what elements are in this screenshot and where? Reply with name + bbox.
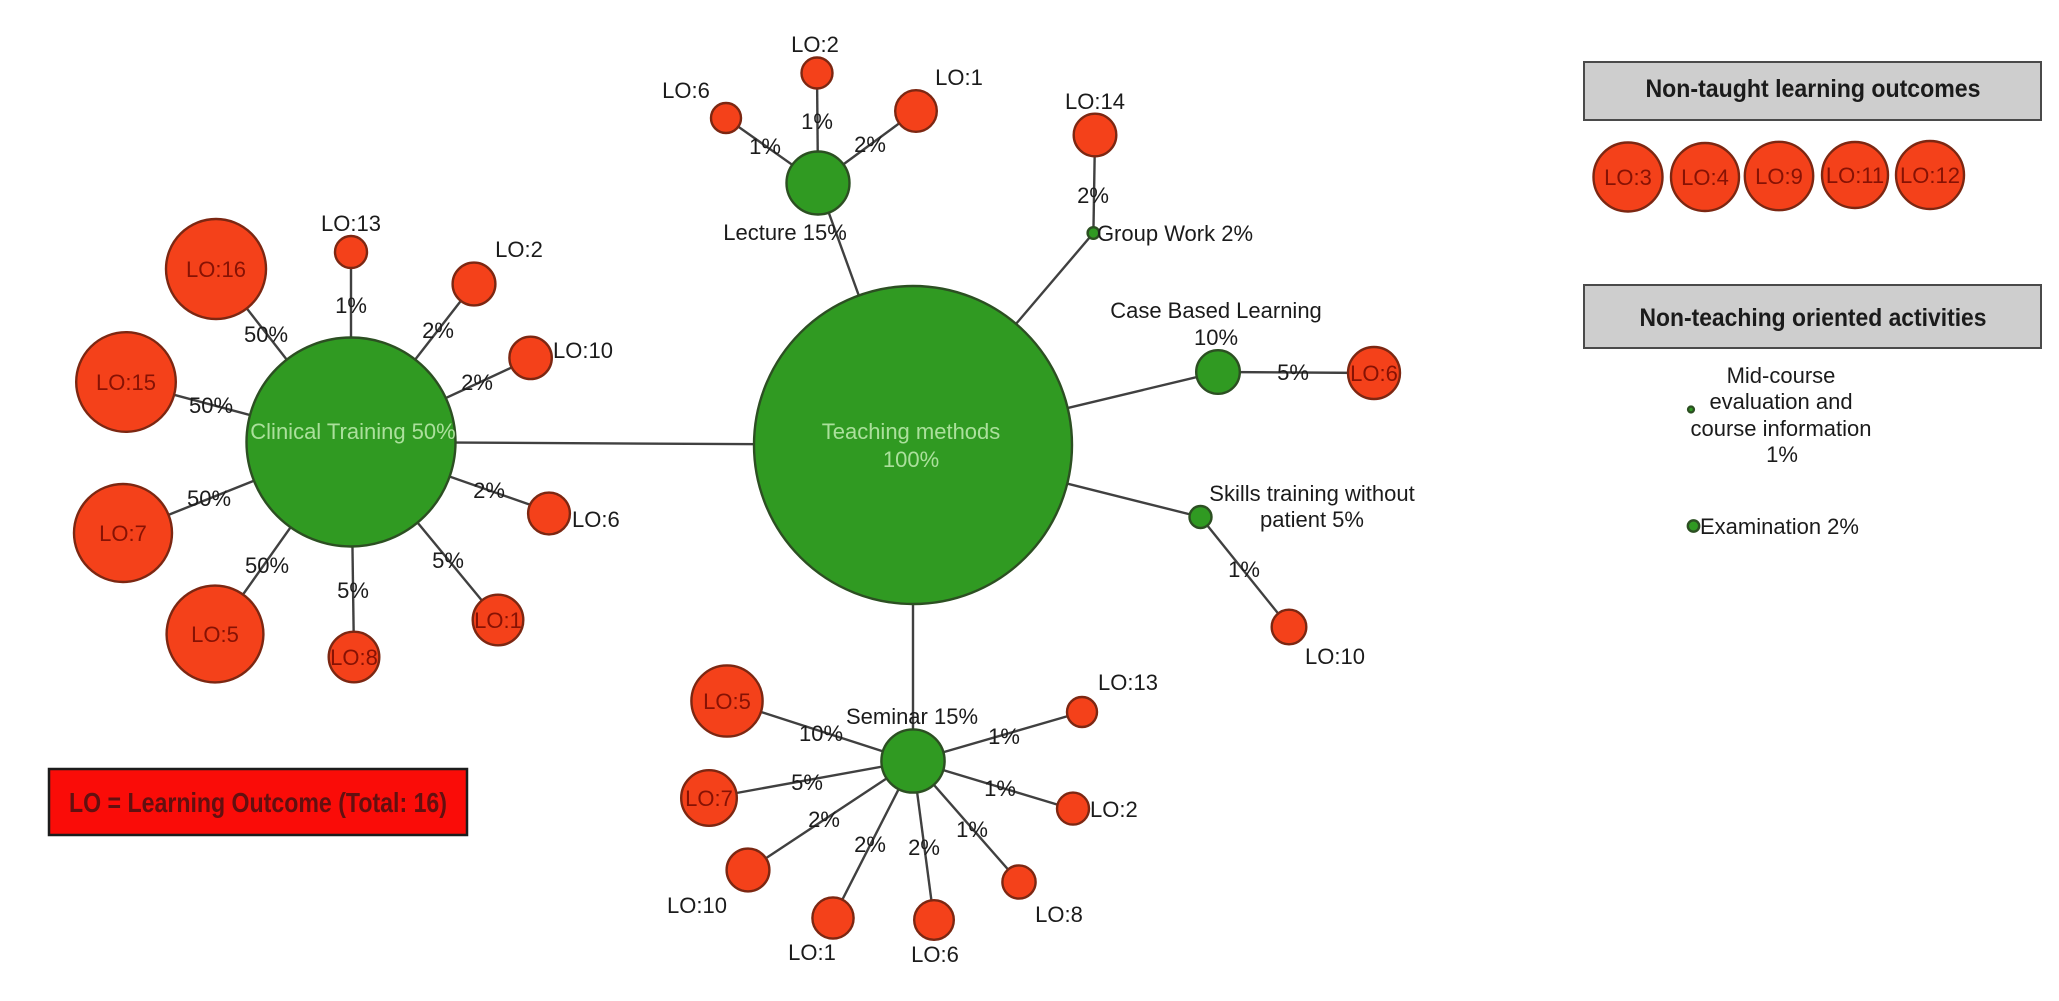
svg-text:5%: 5%	[432, 548, 464, 573]
svg-text:2%: 2%	[854, 832, 886, 857]
svg-text:patient 5%: patient 5%	[1260, 507, 1364, 532]
svg-text:LO:1: LO:1	[935, 65, 983, 90]
svg-text:Mid-course: Mid-course	[1727, 363, 1836, 388]
svg-text:LO = Learning Outcome (Total:: LO = Learning Outcome (Total: 16)	[69, 787, 447, 818]
svg-text:LO:2: LO:2	[791, 32, 839, 57]
svg-text:1%: 1%	[801, 109, 833, 134]
svg-text:LO:9: LO:9	[1755, 164, 1803, 189]
svg-text:5%: 5%	[791, 770, 823, 795]
svg-text:2%: 2%	[473, 478, 505, 503]
svg-text:LO:13: LO:13	[1098, 670, 1158, 695]
svg-text:LO:8: LO:8	[330, 645, 378, 670]
svg-text:LO:5: LO:5	[191, 622, 239, 647]
svg-text:50%: 50%	[187, 486, 231, 511]
svg-text:10%: 10%	[1194, 325, 1238, 350]
svg-text:1%: 1%	[335, 293, 367, 318]
svg-text:LO:14: LO:14	[1065, 89, 1125, 114]
svg-text:LO:5: LO:5	[703, 689, 751, 714]
svg-text:Clinical Training 50%: Clinical Training 50%	[250, 419, 455, 444]
svg-text:Teaching methods: Teaching methods	[822, 419, 1001, 444]
svg-text:LO:15: LO:15	[96, 370, 156, 395]
svg-text:evaluation and: evaluation and	[1709, 389, 1852, 414]
svg-text:2%: 2%	[854, 132, 886, 157]
svg-text:1%: 1%	[749, 134, 781, 159]
svg-text:LO:10: LO:10	[1305, 644, 1365, 669]
svg-text:LO:4: LO:4	[1681, 165, 1729, 190]
svg-text:Case Based Learning: Case Based Learning	[1110, 298, 1322, 323]
svg-text:2%: 2%	[422, 318, 454, 343]
svg-text:LO:6: LO:6	[1350, 361, 1398, 386]
svg-text:50%: 50%	[244, 322, 288, 347]
svg-text:10%: 10%	[799, 721, 843, 746]
svg-text:LO:10: LO:10	[667, 893, 727, 918]
svg-text:LO:12: LO:12	[1900, 163, 1960, 188]
svg-text:LO:6: LO:6	[572, 507, 620, 532]
svg-text:1%: 1%	[1228, 557, 1260, 582]
svg-text:LO:1: LO:1	[788, 940, 836, 965]
svg-text:5%: 5%	[1277, 360, 1309, 385]
svg-text:LO:2: LO:2	[1090, 797, 1138, 822]
svg-text:LO:2: LO:2	[495, 237, 543, 262]
svg-text:Examination 2%: Examination 2%	[1700, 514, 1859, 539]
svg-text:LO:7: LO:7	[685, 786, 733, 811]
svg-text:5%: 5%	[337, 578, 369, 603]
svg-text:Lecture 15%: Lecture 15%	[723, 220, 847, 245]
svg-text:Non-teaching oriented activiti: Non-teaching oriented activities	[1640, 304, 1987, 332]
svg-text:1%: 1%	[956, 817, 988, 842]
svg-text:2%: 2%	[908, 835, 940, 860]
svg-text:50%: 50%	[189, 393, 233, 418]
svg-text:50%: 50%	[245, 553, 289, 578]
svg-text:2%: 2%	[461, 370, 493, 395]
svg-text:100%: 100%	[883, 447, 939, 472]
svg-text:LO:1: LO:1	[474, 608, 522, 633]
svg-text:Group Work 2%: Group Work 2%	[1097, 221, 1253, 246]
svg-text:LO:10: LO:10	[553, 338, 613, 363]
svg-text:LO:11: LO:11	[1826, 163, 1884, 188]
svg-text:Skills training without: Skills training without	[1209, 481, 1414, 506]
svg-text:2%: 2%	[808, 807, 840, 832]
svg-text:LO:6: LO:6	[662, 78, 710, 103]
svg-text:course information: course information	[1691, 416, 1872, 441]
svg-text:LO:8: LO:8	[1035, 902, 1083, 927]
svg-text:LO:13: LO:13	[321, 211, 381, 236]
svg-text:2%: 2%	[1077, 183, 1109, 208]
svg-text:Non-taught learning outcomes: Non-taught learning outcomes	[1646, 75, 1981, 103]
svg-text:LO:16: LO:16	[186, 257, 246, 282]
svg-text:1%: 1%	[1766, 442, 1798, 467]
svg-text:Seminar 15%: Seminar 15%	[846, 704, 978, 729]
svg-text:1%: 1%	[984, 776, 1016, 801]
svg-text:LO:6: LO:6	[911, 942, 959, 967]
svg-text:LO:7: LO:7	[99, 521, 147, 546]
svg-text:LO:3: LO:3	[1604, 165, 1652, 190]
svg-text:1%: 1%	[988, 724, 1020, 749]
